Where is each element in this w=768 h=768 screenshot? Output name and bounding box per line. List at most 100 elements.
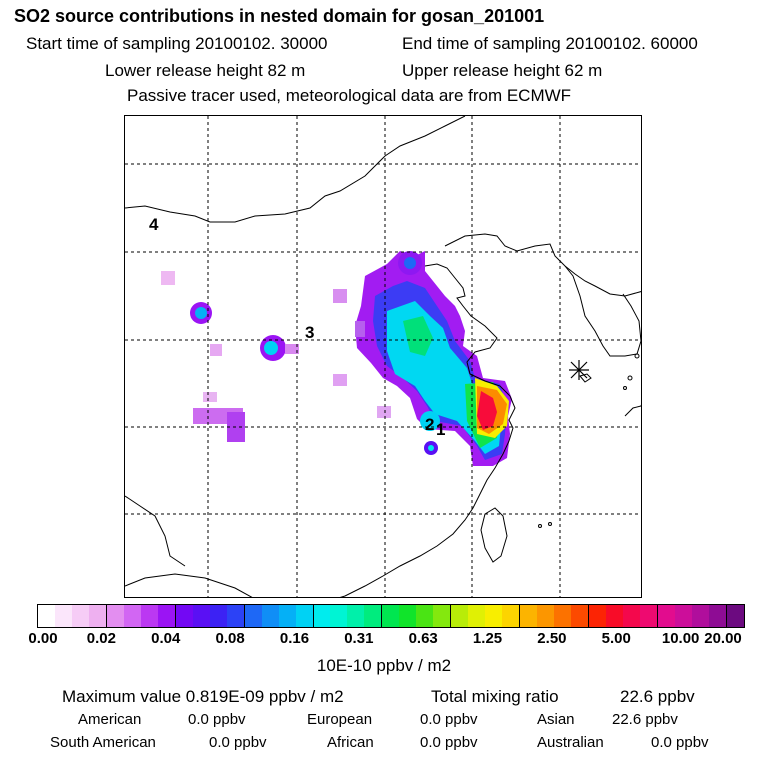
plume-patch-w4 bbox=[210, 344, 222, 356]
lower-release-height: Lower release height 82 m bbox=[105, 61, 306, 80]
colorbar-tick-label: 0.04 bbox=[151, 630, 181, 647]
colorbar bbox=[37, 604, 745, 628]
islet-5 bbox=[548, 522, 552, 526]
northern-border bbox=[125, 116, 466, 223]
maximum-value: Maximum value 0.819E-09 ppbv / m2 bbox=[62, 687, 344, 706]
south-coast bbox=[125, 573, 253, 597]
islet-4 bbox=[538, 524, 542, 528]
colorbar-segment bbox=[450, 605, 469, 627]
region-asian-value: 22.6 ppbv bbox=[612, 711, 678, 728]
upper-release-height: Upper release height 62 m bbox=[402, 61, 603, 80]
colorbar-segment bbox=[261, 605, 279, 627]
plume-green-layer bbox=[403, 316, 433, 356]
plume-patch-w9 bbox=[333, 374, 347, 386]
region-european-value: 0.0 ppbv bbox=[420, 711, 478, 728]
bohai-coast bbox=[424, 263, 498, 375]
colorbar-segment bbox=[433, 605, 451, 627]
plume-patch-west-1 bbox=[333, 289, 347, 303]
colorbar-segment bbox=[157, 605, 175, 627]
colorbar-segment bbox=[554, 605, 572, 627]
colorbar-segment bbox=[399, 605, 417, 627]
concentration-plume bbox=[161, 251, 512, 466]
plume-patch-w10 bbox=[377, 406, 391, 418]
tracer-note: Passive tracer used, meteorological data… bbox=[127, 86, 572, 105]
colorbar-segment bbox=[656, 605, 675, 627]
colorbar-tick-label: 0.31 bbox=[344, 630, 374, 647]
sampling-start: Start time of sampling 20100102. 30000 bbox=[26, 34, 328, 53]
colorbar-segment bbox=[295, 605, 313, 627]
plume-blob-receptor-area bbox=[420, 411, 440, 431]
plume-blob-w2-core bbox=[264, 341, 278, 355]
region-african-label: African bbox=[327, 734, 374, 751]
region-label-1: 1 bbox=[436, 420, 445, 439]
plume-blob-south-core bbox=[428, 445, 434, 451]
colorbar-segment bbox=[588, 605, 606, 627]
total-mixing-label: Total mixing ratio bbox=[431, 687, 559, 706]
coastlines bbox=[125, 116, 641, 597]
region-australian-value: 0.0 ppbv bbox=[651, 734, 709, 751]
plume-patch-w3 bbox=[285, 344, 299, 354]
colorbar-segment bbox=[381, 605, 400, 627]
region-south-american-label: South American bbox=[50, 734, 156, 751]
region-american-label: American bbox=[78, 711, 142, 728]
colorbar-segment bbox=[226, 605, 244, 627]
east-china-coast bbox=[339, 373, 516, 597]
colorbar-tick-label: 0.08 bbox=[215, 630, 245, 647]
colorbar-segment bbox=[192, 605, 210, 627]
colorbar-segment bbox=[468, 605, 486, 627]
region-australian-label: Australian bbox=[537, 734, 604, 751]
colorbar-segment bbox=[174, 605, 193, 627]
colorbar-segment bbox=[674, 605, 692, 627]
islet-1 bbox=[634, 353, 640, 359]
colorbar-segment bbox=[54, 605, 72, 627]
colorbar-segment bbox=[88, 605, 106, 627]
lat-lon-grid bbox=[125, 116, 641, 597]
colorbar-segment bbox=[123, 605, 141, 627]
islet-2 bbox=[627, 375, 633, 381]
colorbar-segment bbox=[209, 605, 227, 627]
yunnan-border bbox=[125, 495, 186, 567]
colorbar-segment bbox=[519, 605, 538, 627]
map-canvas: 4 3 2 1 bbox=[125, 116, 641, 597]
colorbar-segment bbox=[725, 605, 744, 627]
sampling-end: End time of sampling 20100102. 60000 bbox=[402, 34, 698, 53]
colorbar-segment bbox=[622, 605, 640, 627]
map-panel: 4 3 2 1 bbox=[124, 115, 642, 598]
northeast-border bbox=[444, 233, 641, 297]
chart-title: SO2 source contributions in nested domai… bbox=[14, 6, 545, 26]
colorbar-tick-label: 0.02 bbox=[86, 630, 116, 647]
region-label-4: 4 bbox=[149, 215, 159, 234]
colorbar-tick-label: 1.25 bbox=[472, 630, 503, 647]
plume-patch-w5 bbox=[161, 271, 175, 285]
colorbar-tick-label: 5.00 bbox=[601, 630, 631, 647]
colorbar-segment bbox=[105, 605, 124, 627]
colorbar-segment bbox=[691, 605, 709, 627]
colorbar-segment bbox=[416, 605, 434, 627]
colorbar-segment bbox=[347, 605, 365, 627]
colorbar-segment bbox=[278, 605, 296, 627]
region-african-value: 0.0 ppbv bbox=[420, 734, 478, 751]
colorbar-tick-label: 0.00 bbox=[28, 630, 58, 647]
colorbar-segment bbox=[485, 605, 503, 627]
plume-patch-w8 bbox=[203, 392, 217, 402]
total-mixing-value: 22.6 ppbv bbox=[620, 687, 695, 706]
region-american-value: 0.0 ppbv bbox=[188, 711, 246, 728]
colorbar-segment bbox=[502, 605, 520, 627]
colorbar-tick-label: 0.63 bbox=[408, 630, 438, 647]
colorbar-tick-label: 0.16 bbox=[279, 630, 310, 647]
colorbar-segment bbox=[364, 605, 382, 627]
plume-red-layer bbox=[477, 391, 497, 430]
colorbar-tick-label: 10.00 bbox=[661, 630, 700, 647]
region-label-2: 2 bbox=[425, 415, 434, 434]
colorbar-segment bbox=[330, 605, 348, 627]
colorbar-segment bbox=[243, 605, 262, 627]
colorbar-segment bbox=[312, 605, 331, 627]
jeju-island bbox=[579, 373, 592, 383]
korea-peninsula bbox=[564, 265, 641, 357]
colorbar-tick-label: 2.50 bbox=[537, 630, 567, 647]
plume-blob-w1-core bbox=[195, 307, 207, 319]
colorbar-segment bbox=[38, 605, 55, 627]
colorbar-segment bbox=[71, 605, 89, 627]
plume-patch-west-2 bbox=[355, 321, 365, 337]
colorbar-tick-label: 20.00 bbox=[704, 630, 742, 647]
